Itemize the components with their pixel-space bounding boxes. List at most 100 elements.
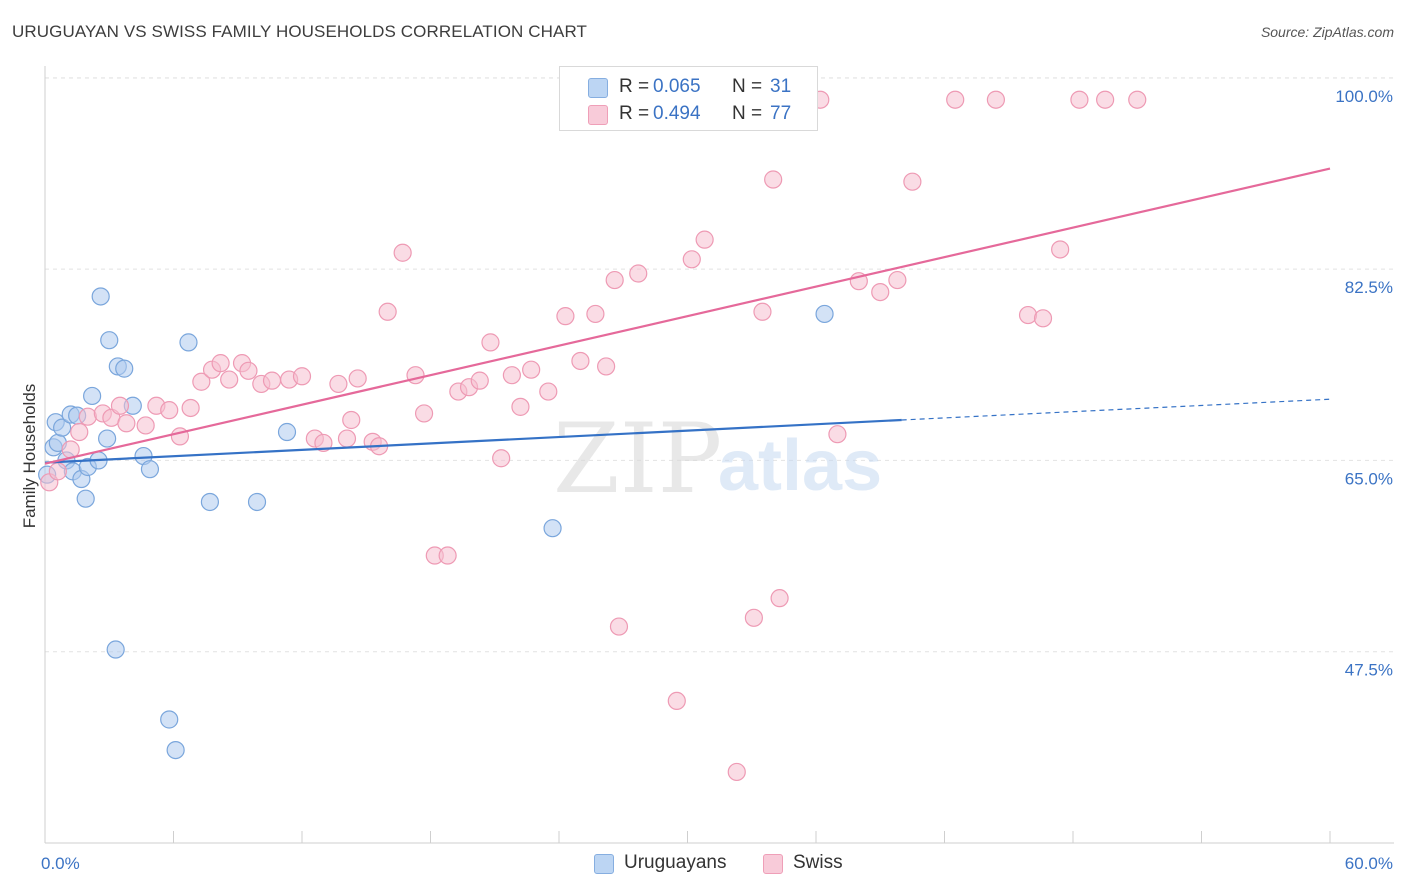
swiss-point (986, 90, 1006, 109)
swiss-point (946, 90, 965, 109)
swiss-point (160, 401, 179, 420)
x-tick-label: 60.0% (1345, 854, 1393, 873)
swiss-point (337, 429, 357, 448)
swiss-point (667, 691, 686, 711)
legend-r-label: R = (619, 103, 650, 124)
swiss-point (211, 354, 230, 373)
uruguayan-trend-extension (901, 398, 1331, 421)
swiss-point (329, 374, 348, 394)
swiss-point (597, 357, 616, 376)
swiss-point (629, 264, 648, 283)
swiss-point (1070, 90, 1089, 109)
swiss-point (393, 243, 412, 262)
swiss-point (871, 283, 890, 302)
swiss-point (342, 410, 361, 430)
watermark-zip: ZIP (553, 403, 722, 515)
swiss-trend-line (44, 167, 1331, 465)
legend-swatch-pink (588, 105, 608, 125)
legend-row-swiss: R = 0.494 N = 77 (560, 99, 817, 129)
uruguayan-point (247, 492, 267, 512)
swiss-point (406, 366, 425, 385)
swiss-point (828, 425, 847, 444)
y-tick-label: 100.0% (1335, 87, 1393, 106)
uruguayan-point (140, 460, 160, 479)
stats-legend: R = 0.065 N = 31 R = 0.494 N = 77 (559, 66, 818, 131)
uruguayan-point (53, 418, 72, 437)
legend-row-uruguayans: R = 0.065 N = 31 (560, 72, 817, 102)
swiss-point (136, 416, 155, 435)
swiss-point (192, 372, 211, 391)
swiss-point (438, 546, 457, 565)
legend-swatch-blue (588, 78, 608, 98)
uruguayan-point (277, 422, 297, 442)
swiss-point (48, 462, 67, 481)
legend-n-value: 77 (770, 103, 792, 124)
y-tick-label: 47.5% (1345, 661, 1393, 680)
swiss-point (348, 369, 367, 388)
swiss-point (1128, 90, 1147, 109)
swiss-point (605, 270, 624, 290)
swiss-point (1051, 240, 1070, 259)
uruguayan-trend-line (44, 418, 902, 464)
swiss-point (609, 617, 629, 636)
swiss-point (682, 250, 701, 269)
legend-n-label: N = (732, 103, 763, 124)
uruguayan-point (100, 331, 119, 350)
swiss-point (1096, 90, 1115, 109)
uruguayan-point (200, 492, 220, 512)
swiss-point (70, 422, 89, 442)
swiss-point (314, 433, 333, 453)
swiss-point (1033, 309, 1053, 328)
uruguayan-point (815, 304, 834, 324)
uruguayan-point (76, 489, 95, 508)
legend-r-value: 0.065 (653, 76, 701, 97)
swiss-point (492, 449, 511, 468)
swiss-point (502, 366, 521, 385)
uruguayan-point (115, 359, 134, 378)
uruguayan-point (179, 333, 198, 352)
x-tick-label: 0.0% (41, 854, 80, 873)
swiss-point (110, 396, 130, 415)
legend-r-value: 0.494 (653, 103, 701, 124)
uruguayan-point (106, 640, 125, 659)
swiss-point (470, 371, 489, 390)
swiss-point (181, 398, 200, 418)
swiss-point (511, 397, 530, 416)
legend-r-label: R = (619, 76, 650, 97)
swiss-point (695, 230, 714, 249)
y-axis-title: Family Households (20, 384, 39, 529)
uruguayan-point (98, 429, 117, 448)
swiss-point (764, 170, 783, 189)
bottom-legend-label: Swiss (793, 852, 843, 873)
swiss-point (239, 361, 258, 380)
bottom-legend-label: Uruguayans (624, 852, 727, 873)
chart-title: URUGUAYAN VS SWISS FAMILY HOUSEHOLDS COR… (12, 22, 587, 41)
chart-source: Source: ZipAtlas.com (1260, 24, 1394, 40)
uruguayan-point (543, 519, 562, 538)
y-tick-label: 65.0% (1345, 469, 1393, 488)
swiss-point (888, 270, 907, 290)
swiss-point (753, 302, 772, 321)
swiss-point (414, 404, 434, 423)
swiss-point (262, 371, 282, 390)
swiss-point (1018, 305, 1038, 325)
legend-n-label: N = (732, 76, 763, 97)
swiss-point (378, 302, 397, 321)
swiss-point (220, 370, 239, 389)
bottom-legend-swatch-blue (594, 854, 614, 874)
swiss-point (586, 304, 605, 324)
legend-n-value: 31 (770, 76, 792, 97)
swiss-point (117, 414, 136, 433)
swiss-point (727, 762, 746, 782)
swiss-point (292, 367, 312, 386)
swiss-point (78, 407, 97, 426)
swiss-point (571, 351, 590, 371)
swiss-point (903, 172, 922, 191)
swiss-point (539, 382, 558, 401)
swiss-point (770, 589, 789, 608)
swiss-point (744, 608, 763, 627)
uruguayan-point (166, 740, 185, 760)
swiss-point (522, 360, 541, 379)
uruguayan-point (83, 386, 102, 406)
